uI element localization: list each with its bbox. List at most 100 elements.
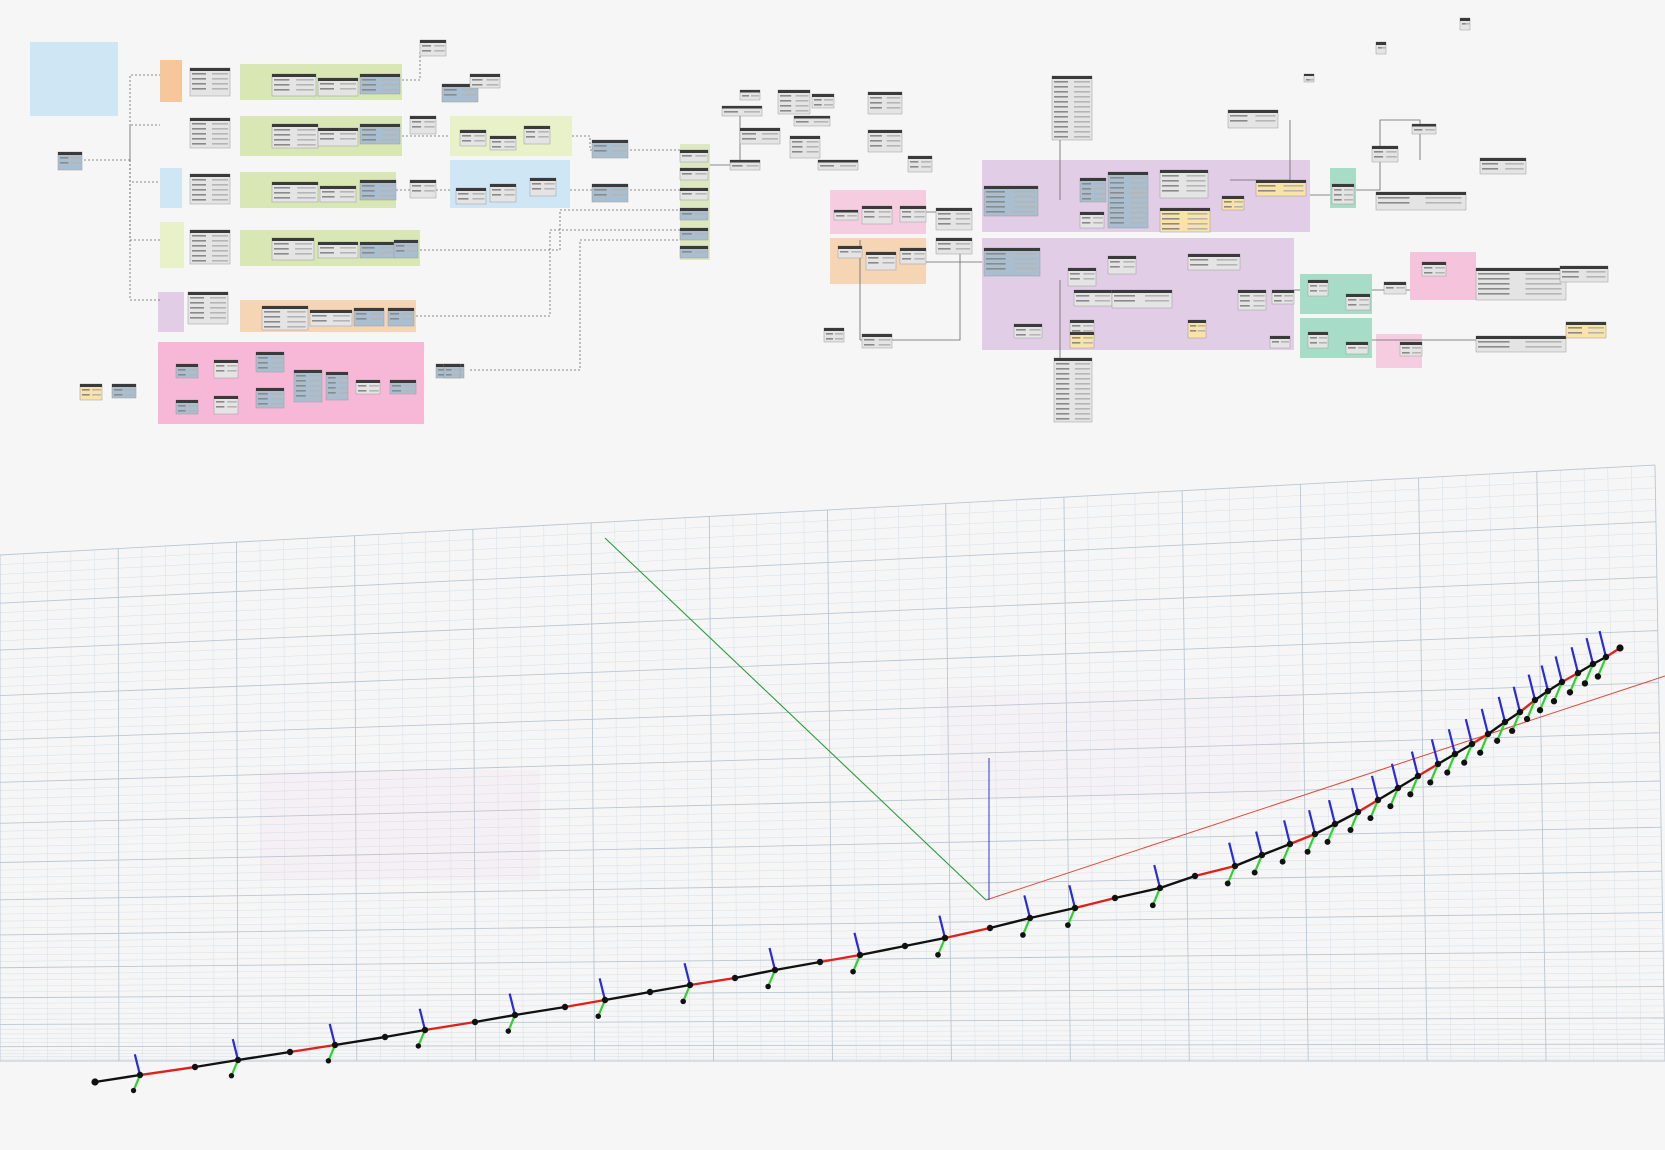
background-3d-preview[interactable] [0, 445, 1665, 1150]
node-port[interactable] [407, 245, 417, 247]
node-port[interactable] [695, 193, 707, 195]
node-port[interactable] [192, 255, 206, 257]
graph-node[interactable] [1111, 289, 1173, 309]
node-port[interactable] [312, 315, 327, 317]
graph-node[interactable] [261, 305, 309, 331]
node-port[interactable] [216, 406, 225, 408]
node-port[interactable] [1358, 347, 1367, 349]
node-port[interactable] [682, 193, 692, 195]
node-port[interactable] [695, 155, 707, 157]
node-port[interactable] [192, 88, 206, 90]
graph-node[interactable] [679, 245, 709, 259]
node-port[interactable] [1344, 189, 1353, 191]
node-port[interactable] [538, 131, 549, 133]
graph-node[interactable] [1475, 267, 1567, 301]
node-port[interactable] [190, 302, 204, 304]
graph-node[interactable] [1255, 179, 1307, 197]
node-port[interactable] [840, 165, 856, 167]
node-port[interactable] [1074, 91, 1090, 93]
node-port[interactable] [795, 105, 809, 107]
graph-node[interactable] [1303, 73, 1315, 83]
node-port[interactable] [1074, 86, 1090, 88]
node-port[interactable] [212, 179, 228, 181]
node-port[interactable] [1082, 193, 1092, 195]
node-port[interactable] [309, 385, 321, 387]
node-port[interactable] [392, 390, 402, 392]
node-port[interactable] [1386, 156, 1397, 158]
node-port[interactable] [297, 144, 316, 146]
node-port[interactable] [382, 139, 398, 141]
node-port[interactable] [1114, 300, 1135, 302]
node-port[interactable] [1348, 347, 1356, 349]
node-port[interactable] [1374, 156, 1384, 158]
node-port[interactable] [1525, 283, 1562, 285]
node-port[interactable] [370, 318, 383, 320]
node-port[interactable] [356, 313, 367, 315]
node-port[interactable] [955, 223, 971, 225]
node-port[interactable] [1310, 290, 1317, 292]
node-port[interactable] [1145, 295, 1169, 297]
node-port[interactable] [320, 252, 334, 254]
node-port[interactable] [780, 95, 792, 97]
node-port[interactable] [192, 78, 206, 80]
node-port[interactable] [212, 189, 228, 191]
node-port[interactable] [472, 198, 485, 200]
node-port[interactable] [338, 392, 347, 394]
node-port[interactable] [1359, 304, 1369, 306]
node-port[interactable] [914, 216, 925, 218]
node-port[interactable] [1083, 273, 1095, 275]
node-port[interactable] [1054, 116, 1068, 118]
node-port[interactable] [826, 333, 833, 335]
node-port[interactable] [1076, 300, 1090, 302]
node-port[interactable] [868, 257, 879, 259]
node-port[interactable] [396, 245, 405, 247]
node-port[interactable] [824, 104, 833, 106]
node-port[interactable] [297, 134, 316, 136]
node-port[interactable] [742, 133, 756, 135]
graph-node[interactable] [1079, 177, 1107, 203]
node-port[interactable] [504, 194, 515, 196]
node-port[interactable] [396, 250, 405, 252]
graph-node[interactable] [983, 185, 1039, 217]
node-port[interactable] [340, 252, 356, 254]
graph-node[interactable] [359, 179, 397, 201]
node-port[interactable] [1186, 175, 1206, 177]
graph-node[interactable] [459, 129, 487, 147]
graph-node[interactable] [679, 207, 709, 221]
node-port[interactable] [1110, 207, 1124, 209]
node-port[interactable] [322, 196, 335, 198]
node-port[interactable] [1435, 272, 1445, 274]
node-port[interactable] [212, 138, 228, 140]
node-port[interactable] [1082, 198, 1092, 200]
node-port[interactable] [1056, 378, 1070, 380]
node-port[interactable] [452, 369, 460, 371]
graph-node[interactable] [419, 39, 447, 57]
node-port[interactable] [1056, 373, 1070, 375]
graph-node[interactable] [861, 205, 893, 225]
graph-node[interactable] [837, 245, 863, 259]
node-port[interactable] [1525, 278, 1562, 280]
node-port[interactable] [1083, 278, 1095, 280]
graph-node[interactable] [359, 123, 401, 145]
node-port[interactable] [114, 394, 123, 396]
node-port[interactable] [296, 89, 314, 91]
node-port[interactable] [724, 111, 738, 113]
node-port[interactable] [379, 252, 395, 254]
node-port[interactable] [258, 403, 268, 405]
node-port[interactable] [910, 166, 919, 168]
note-group[interactable] [30, 42, 118, 116]
node-port[interactable] [472, 193, 485, 195]
node-port[interactable] [407, 250, 417, 252]
node-port[interactable] [274, 89, 290, 91]
graph-node[interactable] [1383, 281, 1407, 295]
node-port[interactable] [338, 377, 347, 379]
node-port[interactable] [382, 89, 398, 91]
node-port[interactable] [851, 251, 861, 253]
node-port[interactable] [227, 365, 237, 367]
node-port[interactable] [1074, 368, 1091, 370]
graph-node[interactable] [935, 237, 973, 255]
graph-node[interactable] [777, 89, 811, 115]
node-port[interactable] [921, 161, 931, 163]
node-port[interactable] [271, 367, 283, 369]
node-port[interactable] [338, 387, 347, 389]
